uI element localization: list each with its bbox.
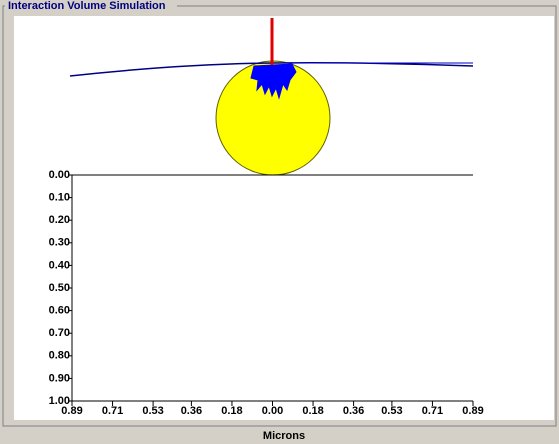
- y-tick-label: 1.00: [49, 395, 70, 407]
- title-background: [5, 0, 177, 12]
- y-tick-label: 0.90: [49, 372, 70, 384]
- y-tick-label: 0.60: [49, 305, 70, 317]
- simulation-drawing: [69, 18, 474, 176]
- x-tick-label: 0.18: [221, 405, 242, 417]
- x-tick-label: 0.36: [181, 405, 202, 417]
- y-tick-label: 0.10: [49, 192, 70, 204]
- x-tick-label: 0.89: [61, 405, 82, 417]
- x-tick-label: 0.53: [381, 405, 402, 417]
- y-tick-label: 0.50: [49, 282, 70, 294]
- interaction-volume: [250, 63, 297, 100]
- x-tick-label: 0.53: [142, 405, 163, 417]
- y-tick-label: 0.70: [49, 327, 70, 339]
- y-tick-label: 0.40: [49, 259, 70, 271]
- y-tick-label: 0.30: [49, 237, 70, 249]
- y-tick-label: 0.00: [49, 169, 70, 181]
- x-tick-label: 0.18: [302, 405, 323, 417]
- x-tick-label: 0.71: [102, 405, 123, 417]
- x-tick-label: 0.00: [262, 405, 283, 417]
- y-tick-label: 0.80: [49, 350, 70, 362]
- group-frame: [2, 5, 557, 427]
- x-tick-label: 0.36: [343, 405, 364, 417]
- panel-title: Interaction Volume Simulation: [8, 0, 166, 12]
- x-tick-label: 0.89: [462, 405, 483, 417]
- x-axis-label: Microns: [263, 430, 305, 442]
- x-tick-label: 0.71: [422, 405, 443, 417]
- y-tick-label: 0.20: [49, 214, 70, 226]
